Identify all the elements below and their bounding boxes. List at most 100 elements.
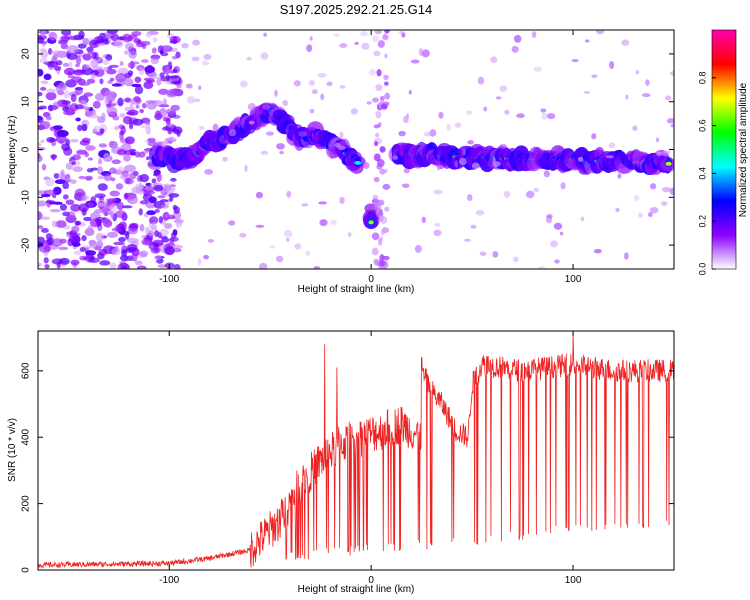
speckle (260, 150, 269, 155)
speckle (309, 108, 315, 114)
noise-blob (40, 80, 49, 85)
speckle (605, 155, 614, 159)
speckle (503, 190, 511, 198)
noise-blob (159, 199, 169, 203)
noise-blob (72, 154, 81, 161)
noise-blob (139, 223, 145, 232)
noise-blob (75, 69, 86, 74)
noise-blob (39, 121, 51, 130)
speckle (187, 95, 196, 104)
noise-blob (141, 234, 147, 239)
noise-blob (101, 59, 110, 65)
zero-band-speckle (382, 34, 389, 41)
speckle (625, 94, 629, 100)
snr-marks (38, 331, 674, 569)
noise-blob (124, 136, 135, 145)
noise-blob (169, 40, 178, 44)
noise-blob (109, 140, 115, 146)
speckle (306, 44, 313, 53)
noise-blob (121, 205, 133, 209)
speckle (313, 265, 321, 269)
noise-blob (142, 185, 155, 193)
speckle (617, 173, 622, 179)
noise-blob (38, 91, 43, 97)
speckle (638, 212, 643, 219)
noise-blob (60, 43, 69, 50)
noise-blob (51, 220, 58, 228)
speckle (433, 229, 442, 237)
speckle (571, 58, 579, 63)
speckle (234, 117, 239, 126)
speckle (584, 39, 590, 43)
noise-blob (71, 161, 76, 165)
noise-blob (51, 238, 63, 247)
noise-blob (162, 98, 168, 107)
speckle (656, 151, 662, 157)
noise-blob (129, 172, 137, 180)
speckle (309, 36, 313, 41)
noise-blob (38, 200, 47, 207)
noise-blob (161, 237, 170, 243)
noise-blob (86, 46, 94, 53)
snr-series-line (38, 331, 674, 569)
noise-blob (110, 177, 116, 182)
speckle (580, 216, 585, 222)
spectrogram-y-ticks: -20 -10 0 10 20 (21, 48, 674, 252)
noise-blob (152, 36, 158, 43)
speckle (583, 90, 591, 95)
zero-band-speckle (377, 40, 385, 48)
speckle (366, 101, 372, 105)
noise-blob (68, 35, 81, 41)
speckle (391, 155, 399, 161)
speckle (265, 131, 274, 136)
noise-blob (94, 216, 105, 224)
noise-blob (154, 208, 160, 214)
speckle (360, 31, 368, 37)
speckle (240, 80, 248, 88)
noise-blob (172, 126, 183, 135)
noise-blob (65, 199, 75, 205)
noise-blob (55, 60, 63, 66)
speckle (286, 190, 292, 198)
speckle (276, 143, 285, 150)
noise-blob (106, 231, 119, 238)
noise-blob (175, 221, 183, 228)
speckle (317, 72, 327, 78)
noise-blob (133, 96, 141, 103)
noise-blob (55, 220, 67, 228)
colorbar-tick-label: 0.6 (697, 119, 707, 132)
noise-blob (148, 216, 159, 225)
noise-blob (38, 142, 42, 147)
noise-blob (104, 90, 116, 100)
noise-blob (117, 67, 129, 75)
noise-blob (119, 61, 124, 66)
noise-blob (124, 50, 129, 55)
speckle (632, 125, 638, 131)
noise-blob (148, 230, 155, 237)
speckle (661, 201, 668, 206)
noise-blob (73, 250, 82, 256)
speckle (621, 39, 630, 46)
colorbar-tick-label: 0.2 (697, 215, 707, 228)
noise-blob (39, 57, 48, 63)
noise-blob (40, 30, 46, 37)
noise-blob (48, 31, 58, 41)
noise-blob (97, 183, 108, 191)
zero-band-speckle (384, 81, 389, 86)
noise-blob (81, 197, 87, 202)
y-tick-label: 10 (21, 96, 32, 108)
noise-blob (139, 109, 144, 114)
y-tick-label: 600 (21, 362, 32, 379)
snr-x-ticks: -100 0 100 (159, 331, 582, 586)
speckle (436, 164, 440, 171)
noise-blob (104, 218, 110, 225)
noise-blob (49, 208, 61, 213)
noise-blob (45, 177, 55, 187)
noise-blob (96, 43, 106, 47)
noise-blob (40, 86, 47, 91)
speckle (298, 131, 307, 137)
speckle (513, 34, 522, 43)
noise-blob (163, 185, 172, 192)
noise-blob (153, 246, 160, 254)
x-tick-label: -100 (159, 575, 179, 586)
